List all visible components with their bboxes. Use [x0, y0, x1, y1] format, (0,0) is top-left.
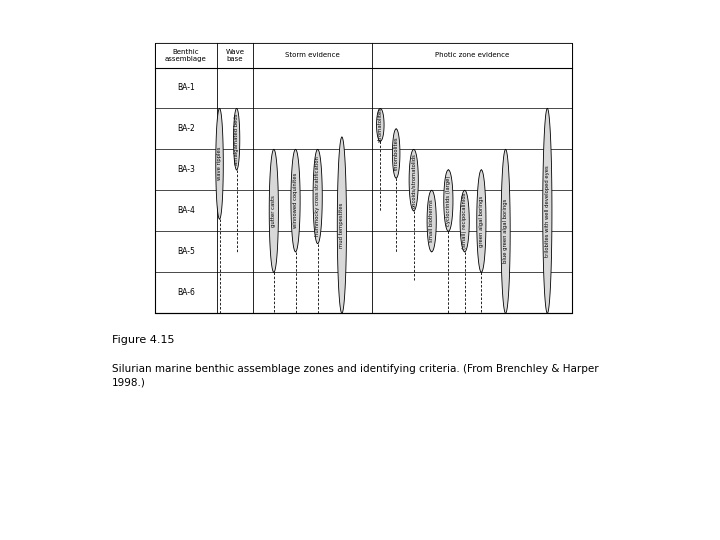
Text: Photic zone evidence: Photic zone evidence	[435, 52, 509, 58]
Text: amalgamated beds: amalgamated beds	[234, 113, 239, 165]
Polygon shape	[313, 150, 323, 244]
Polygon shape	[477, 170, 486, 272]
Text: BA-2: BA-2	[177, 124, 194, 133]
Text: oncoids/stromatolids: oncoids/stromatolids	[411, 153, 416, 207]
Text: blue green algal borings: blue green algal borings	[503, 199, 508, 264]
Polygon shape	[444, 170, 453, 231]
Polygon shape	[216, 109, 223, 219]
Text: hummocky cross stratification: hummocky cross stratification	[315, 157, 320, 237]
Bar	[155, 43, 572, 68]
Text: thrombolites: thrombolites	[394, 137, 399, 170]
Polygon shape	[377, 109, 384, 141]
Polygon shape	[427, 191, 436, 252]
Text: Silurian marine benthic assemblage zones and identifying criteria. (From Brenchl: Silurian marine benthic assemblage zones…	[112, 364, 598, 388]
Polygon shape	[233, 109, 240, 170]
Text: trilobites with well developed eyes: trilobites with well developed eyes	[545, 165, 550, 256]
Text: cyclocrinids (large): cyclocrinids (large)	[446, 176, 451, 226]
Bar	[155, 43, 572, 313]
Text: BA-3: BA-3	[177, 165, 194, 174]
Text: small biotherms: small biotherms	[429, 200, 434, 242]
Text: BA-5: BA-5	[177, 247, 194, 256]
Text: BA-6: BA-6	[177, 288, 194, 297]
Text: Figure 4.15: Figure 4.15	[112, 335, 174, 345]
Text: wave ripples: wave ripples	[217, 147, 222, 180]
Text: BA-4: BA-4	[177, 206, 194, 215]
Text: Benthic
assemblage: Benthic assemblage	[165, 49, 207, 62]
Text: winnowed coquinites: winnowed coquinites	[293, 173, 298, 228]
Text: (small) recipocalinids: (small) recipocalinids	[462, 193, 467, 249]
Polygon shape	[392, 129, 400, 178]
Text: Wave
base: Wave base	[225, 49, 244, 62]
Polygon shape	[543, 109, 552, 313]
Polygon shape	[337, 137, 346, 313]
Text: gutter casts: gutter casts	[271, 195, 276, 227]
Text: stromatolites: stromatolites	[378, 107, 383, 143]
Polygon shape	[501, 150, 510, 313]
Polygon shape	[269, 150, 279, 272]
Text: BA-1: BA-1	[177, 84, 194, 92]
Text: mud tempestites: mud tempestites	[339, 202, 344, 248]
Text: Storm evidence: Storm evidence	[285, 52, 340, 58]
Polygon shape	[291, 150, 300, 252]
Polygon shape	[460, 191, 469, 252]
Text: green algal borings: green algal borings	[479, 195, 484, 247]
Polygon shape	[409, 150, 418, 211]
